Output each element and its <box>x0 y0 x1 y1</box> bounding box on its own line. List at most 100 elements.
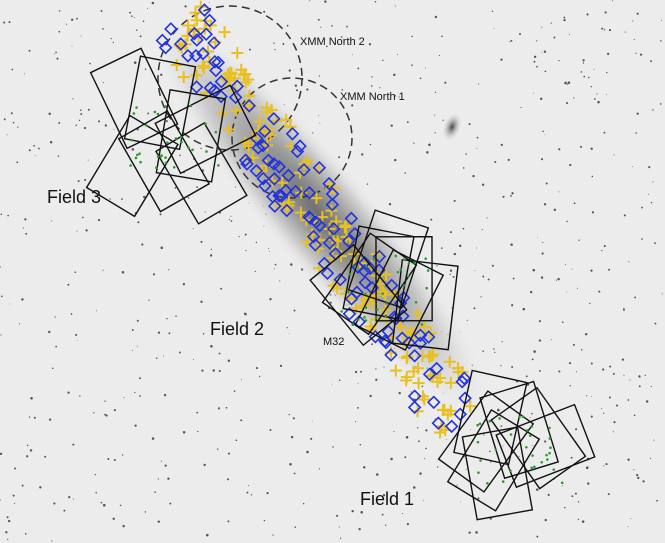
star <box>582 59 584 61</box>
star <box>269 298 271 300</box>
star <box>357 407 359 409</box>
star <box>1 296 3 298</box>
star <box>604 245 606 247</box>
star <box>318 19 320 21</box>
star <box>530 417 531 418</box>
star <box>648 166 650 168</box>
star <box>7 134 8 135</box>
star <box>637 113 639 115</box>
star <box>280 365 282 367</box>
star <box>536 40 537 41</box>
star <box>394 159 396 161</box>
star <box>407 121 409 123</box>
star <box>558 148 560 150</box>
star <box>55 346 57 348</box>
star <box>602 368 604 370</box>
star <box>200 148 201 149</box>
star <box>567 84 568 85</box>
star <box>503 445 504 446</box>
star <box>623 375 624 376</box>
star <box>188 197 190 199</box>
star <box>212 369 214 371</box>
star <box>320 27 321 28</box>
star <box>145 69 146 70</box>
source-dot <box>476 424 479 427</box>
star <box>501 425 503 427</box>
star <box>482 229 483 230</box>
star <box>589 303 590 304</box>
star <box>158 520 160 522</box>
star <box>494 161 496 163</box>
star <box>541 276 543 278</box>
star <box>606 94 607 95</box>
star <box>591 396 592 397</box>
star <box>218 407 220 409</box>
star <box>291 436 293 438</box>
star <box>417 427 418 428</box>
star <box>625 31 626 32</box>
star <box>78 180 80 182</box>
star <box>110 38 111 39</box>
star <box>591 362 593 364</box>
star <box>102 28 104 30</box>
source-dot <box>510 433 513 436</box>
label: XMM North 1 <box>340 91 405 103</box>
star <box>441 35 443 37</box>
star <box>361 153 363 155</box>
star <box>477 148 478 149</box>
star <box>494 352 495 353</box>
star <box>454 200 456 202</box>
star <box>454 253 456 255</box>
star <box>137 346 138 347</box>
star <box>120 505 122 507</box>
star <box>457 484 458 485</box>
star <box>590 270 592 272</box>
star <box>85 229 87 231</box>
star <box>443 120 444 121</box>
star <box>296 89 298 91</box>
star <box>614 154 615 155</box>
star <box>407 523 409 525</box>
star <box>79 395 80 396</box>
star <box>541 158 543 160</box>
star <box>578 239 579 240</box>
star <box>360 371 362 373</box>
star <box>531 413 533 415</box>
star <box>585 333 587 335</box>
star <box>562 321 564 323</box>
star <box>597 101 600 104</box>
star <box>558 370 560 372</box>
star <box>568 81 571 84</box>
star <box>27 445 29 447</box>
star <box>632 166 633 167</box>
star <box>58 31 60 33</box>
star <box>369 43 371 45</box>
source-dot <box>394 255 397 258</box>
star <box>165 465 167 467</box>
star <box>510 243 513 246</box>
star <box>653 440 654 441</box>
star <box>13 122 15 124</box>
star <box>39 486 41 488</box>
star <box>196 186 198 188</box>
source-dot <box>561 481 564 484</box>
source-dot <box>357 318 360 321</box>
star <box>289 414 290 415</box>
star <box>109 198 110 199</box>
star <box>467 320 468 321</box>
star <box>592 211 594 213</box>
source-dot <box>546 458 549 461</box>
star <box>566 221 567 222</box>
star <box>637 477 639 479</box>
star <box>463 228 465 230</box>
star <box>459 245 461 247</box>
star <box>179 154 181 156</box>
star <box>289 463 292 466</box>
star <box>163 355 164 356</box>
star <box>511 366 513 368</box>
star <box>533 350 536 353</box>
star <box>510 40 512 42</box>
star <box>134 61 137 64</box>
star <box>571 495 573 497</box>
star <box>167 477 169 479</box>
